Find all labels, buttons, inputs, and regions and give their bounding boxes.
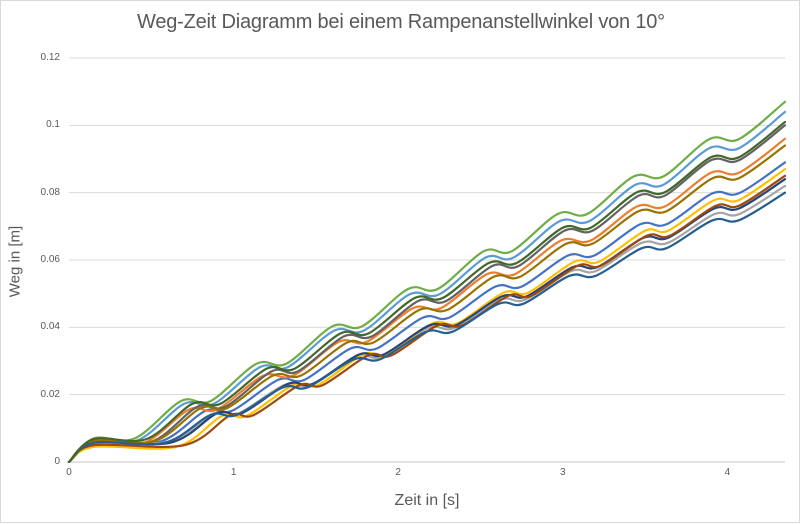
series-lines — [67, 100, 787, 463]
y-tick-label: 0.08 — [40, 186, 60, 198]
x-tick-label: 3 — [560, 467, 566, 478]
x-tick-label: 4 — [724, 467, 731, 478]
y-tick-label: 0.06 — [40, 254, 60, 265]
chart-title: Weg-Zeit Diagramm bei einem Rampenanstel… — [137, 11, 665, 33]
y-tick-label: 0.04 — [40, 321, 60, 333]
series-line-4 — [67, 168, 787, 463]
y-tick-label: 0 — [54, 456, 60, 467]
x-axis-title: Zeit in [s] — [394, 492, 460, 509]
y-tick-label: 0.12 — [40, 52, 60, 63]
x-tick-label: 0 — [66, 467, 72, 478]
y-tick-label: 0.1 — [46, 119, 60, 131]
series-line-3 — [67, 184, 787, 463]
series-line-12 — [67, 120, 787, 463]
x-tick-label: 1 — [230, 467, 237, 478]
x-tick-label: 2 — [395, 467, 401, 478]
series-line-9 — [67, 124, 787, 463]
y-axis-title: Weg in [m] — [6, 225, 24, 298]
series-line-5 — [67, 110, 787, 463]
series-line-11 — [67, 191, 787, 463]
series-line-6 — [67, 100, 787, 463]
series-line-10 — [67, 144, 787, 463]
y-tick-label: 0.02 — [40, 388, 60, 400]
